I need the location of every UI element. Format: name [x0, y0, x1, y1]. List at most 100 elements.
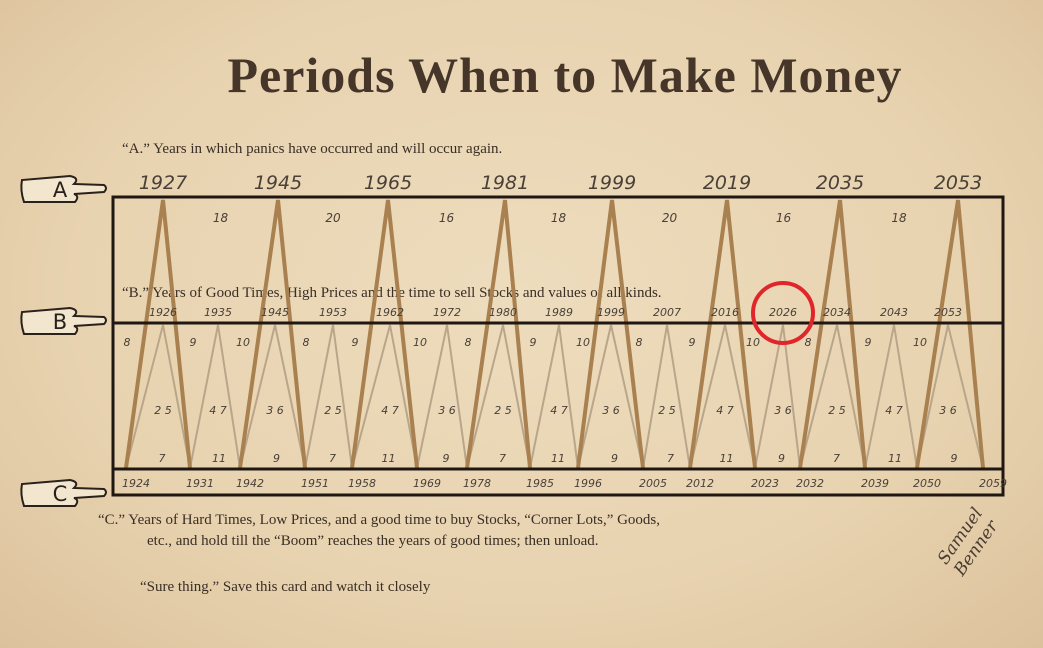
hard-times-year-label: 1951: [301, 477, 329, 490]
good-times-interval-label: 9: [190, 336, 197, 349]
good-times-year-label: 1972: [433, 306, 461, 319]
diagram-frame: [111, 195, 1005, 497]
hard-times-interval-label: 9: [273, 452, 280, 465]
panic-year-label: 1945: [254, 172, 302, 194]
sub-interval-label: 3 6: [774, 404, 792, 417]
minor-cycle-line: [689, 324, 756, 469]
row-c-description-line2: etc., and hold till the “Boom” reaches t…: [147, 533, 599, 549]
page-title: Periods When to Make Money: [227, 47, 903, 103]
hard-times-year-label: 2050: [913, 477, 941, 490]
pointing-hand-icon: [20, 478, 107, 507]
hard-times-interval-label: 7: [499, 452, 506, 465]
major-cycle-line: [576, 199, 645, 469]
panic-interval-label: 16: [776, 211, 792, 225]
panic-year-label: 2035: [816, 172, 864, 194]
sub-interval-label: 2 5: [154, 404, 172, 417]
row-marker-a: A: [53, 178, 68, 202]
major-cycle-line: [688, 199, 757, 469]
panic-year-label: 1981: [481, 172, 529, 194]
hard-times-interval-label: 7: [159, 452, 166, 465]
good-times-year-label: 1989: [545, 306, 573, 319]
major-cycle-line: [350, 199, 419, 469]
good-times-interval-label: 10: [576, 336, 590, 349]
minor-cycle-line: [577, 324, 644, 469]
major-cycle-line: [124, 199, 192, 469]
good-times-year-label: 1962: [376, 306, 404, 319]
hard-times-year-label: 1996: [574, 477, 602, 490]
pointing-hand-icon: [20, 174, 107, 203]
minor-cycle-line: [125, 324, 191, 469]
hard-times-interval-label: 9: [611, 452, 618, 465]
panic-year-label: 1965: [364, 172, 412, 194]
major-cycle-line: [798, 199, 867, 469]
highlight-circle: [751, 281, 815, 345]
good-times-interval-label: 9: [865, 336, 872, 349]
good-times-year-label: 1980: [489, 306, 517, 319]
hard-times-year-label: 2023: [751, 477, 779, 490]
row-a-description: “A.” Years in which panics have occurred…: [122, 141, 503, 157]
hard-times-year-label: 2032: [796, 477, 824, 490]
panic-interval-label: 20: [325, 211, 341, 225]
hard-times-year-label: 1958: [348, 477, 376, 490]
hard-times-year-label: 2005: [639, 477, 667, 490]
hard-times-interval-label: 9: [951, 452, 958, 465]
major-cycle-line: [465, 199, 532, 469]
hard-times-interval-label: 11: [720, 452, 734, 465]
sub-interval-label: 4 7: [716, 404, 734, 417]
good-times-year-label: 2034: [823, 306, 851, 319]
good-times-year-label: 1945: [261, 306, 289, 319]
sub-interval-label: 3 6: [438, 404, 456, 417]
footer-note: “Sure thing.” Save this card and watch i…: [140, 579, 431, 595]
major-cycle-line: [915, 199, 985, 469]
hard-times-year-label: 1969: [413, 477, 441, 490]
minor-cycle-line: [189, 324, 241, 469]
minor-cycle-line: [466, 324, 531, 469]
sub-interval-label: 3 6: [939, 404, 957, 417]
row-b-description: “B.” Years of Good Times, High Prices an…: [122, 285, 662, 301]
good-times-interval-label: 10: [413, 336, 427, 349]
panic-interval-label: 16: [439, 211, 455, 225]
minor-cycle-line: [754, 324, 801, 469]
minor-cycle-line: [642, 324, 691, 469]
minor-cycle-line: [351, 324, 418, 469]
sub-interval-label: 4 7: [381, 404, 399, 417]
hard-times-interval-label: 11: [551, 452, 565, 465]
row-marker-c: C: [53, 482, 68, 506]
panic-year-label: 1999: [588, 172, 636, 194]
panic-year-label: 2053: [934, 172, 982, 194]
hard-times-year-label: 1985: [526, 477, 554, 490]
sub-interval-label: 4 7: [550, 404, 568, 417]
hard-times-year-label: 1978: [463, 477, 491, 490]
good-times-interval-label: 8: [636, 336, 643, 349]
good-times-interval-label: 9: [530, 336, 537, 349]
good-times-interval-label: 8: [303, 336, 310, 349]
hard-times-interval-label: 7: [833, 452, 840, 465]
panic-year-label: 2019: [703, 172, 751, 194]
panic-year-label: 1927: [139, 172, 187, 194]
minor-cycle-line: [304, 324, 353, 469]
sub-interval-label: 4 7: [885, 404, 903, 417]
sub-interval-label: 2 5: [324, 404, 342, 417]
hard-times-interval-label: 11: [888, 452, 902, 465]
hard-times-interval-label: 9: [443, 452, 450, 465]
hard-times-year-label: 1924: [122, 477, 150, 490]
hard-times-interval-label: 11: [212, 452, 226, 465]
good-times-interval-label: 10: [746, 336, 760, 349]
hard-times-year-label: 2059: [979, 477, 1007, 490]
good-times-interval-label: 8: [805, 336, 812, 349]
good-times-interval-label: 8: [124, 336, 131, 349]
good-times-interval-label: 8: [465, 336, 472, 349]
panic-interval-label: 20: [662, 211, 678, 225]
panic-interval-label: 18: [891, 211, 907, 225]
good-times-interval-label: 9: [352, 336, 359, 349]
minor-cycle-line: [416, 324, 468, 469]
minor-cycle-line: [864, 324, 918, 469]
minor-cycle-line: [529, 324, 579, 469]
sub-interval-label: 2 5: [658, 404, 676, 417]
good-times-year-label: 1935: [204, 306, 232, 319]
row-marker-b: B: [53, 310, 67, 334]
hard-times-year-label: 1931: [186, 477, 214, 490]
good-times-year-label: 2053: [934, 306, 962, 319]
panic-interval-label: 18: [551, 211, 567, 225]
